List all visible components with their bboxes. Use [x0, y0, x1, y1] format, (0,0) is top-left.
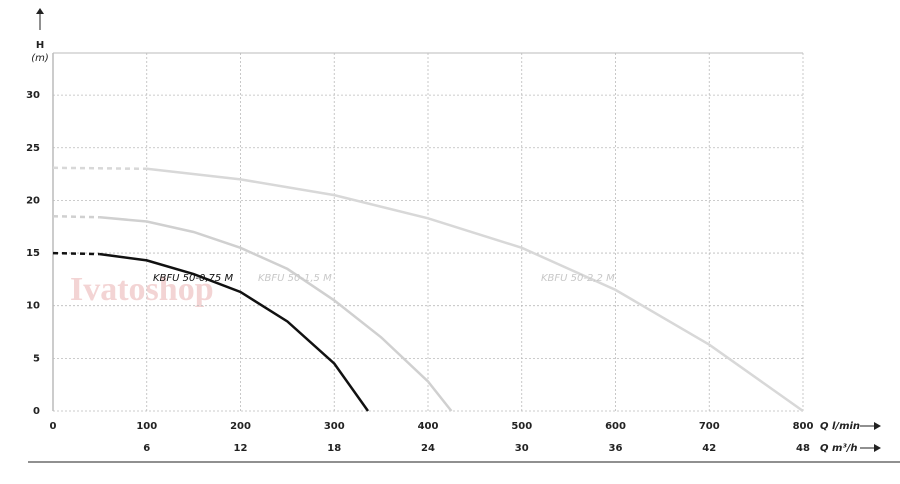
series-label: KBFU 50-2,2 M: [541, 273, 615, 284]
x-tick-label: 0: [50, 421, 57, 432]
y-arrow-head: [36, 8, 44, 14]
x-tick-label: 200: [230, 421, 251, 432]
series-label: KBFU 50-0,75 M: [153, 273, 233, 284]
y-label: H: [36, 40, 44, 51]
x-tick-label: 400: [418, 421, 439, 432]
y-tick-label: 5: [33, 353, 40, 364]
x-tick-label: 500: [511, 421, 532, 432]
x-tick-label: 300: [324, 421, 345, 432]
x2-label: Q m³/h: [820, 443, 858, 454]
y-tick-label: 30: [26, 90, 40, 101]
curve: [146, 167, 804, 413]
x-tick-label: 800: [793, 421, 814, 432]
y-tick-label: 0: [33, 406, 40, 417]
x-arrow-head: [874, 422, 881, 430]
x2-tick-label: 12: [234, 443, 248, 454]
y-tick-label: 10: [26, 301, 40, 312]
curve-dashed: [52, 214, 100, 219]
x2-tick-label: 24: [421, 443, 435, 454]
x-tick-label: 700: [699, 421, 720, 432]
curve: [99, 216, 453, 412]
y-tick-label: 20: [26, 195, 40, 206]
x2-tick-label: 30: [515, 443, 529, 454]
x-label: Q l/min: [820, 421, 860, 432]
x2-tick-label: 36: [609, 443, 623, 454]
curve: [99, 252, 370, 412]
x-tick-label: 600: [605, 421, 626, 432]
y-unit: (m): [31, 53, 49, 64]
x2-tick-label: 48: [796, 443, 810, 454]
watermark: Ivatoshop: [70, 271, 214, 308]
x2-tick-label: 18: [327, 443, 341, 454]
series-label: KBFU 50-1,5 M: [258, 273, 332, 284]
y-tick-label: 25: [26, 143, 40, 154]
x2-arrow-head: [874, 444, 881, 452]
x2-tick-label: 6: [143, 443, 150, 454]
curve-dashed: [52, 251, 100, 256]
x-tick-label: 100: [136, 421, 157, 432]
x2-tick-label: 42: [702, 443, 716, 454]
curve-dashed: [52, 166, 147, 171]
y-tick-label: 15: [26, 248, 40, 259]
